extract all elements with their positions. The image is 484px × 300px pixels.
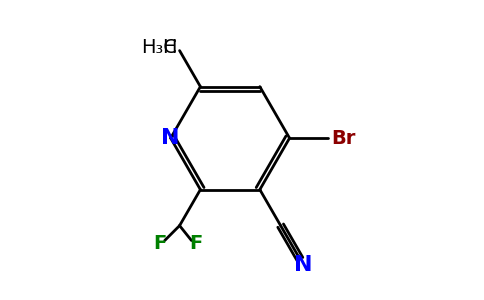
Text: N: N xyxy=(162,128,180,148)
Text: H: H xyxy=(162,38,177,57)
Text: Br: Br xyxy=(331,129,356,148)
Text: N: N xyxy=(294,255,313,275)
Text: F: F xyxy=(153,234,166,253)
Text: H₃C: H₃C xyxy=(141,38,177,57)
Text: F: F xyxy=(190,234,203,253)
